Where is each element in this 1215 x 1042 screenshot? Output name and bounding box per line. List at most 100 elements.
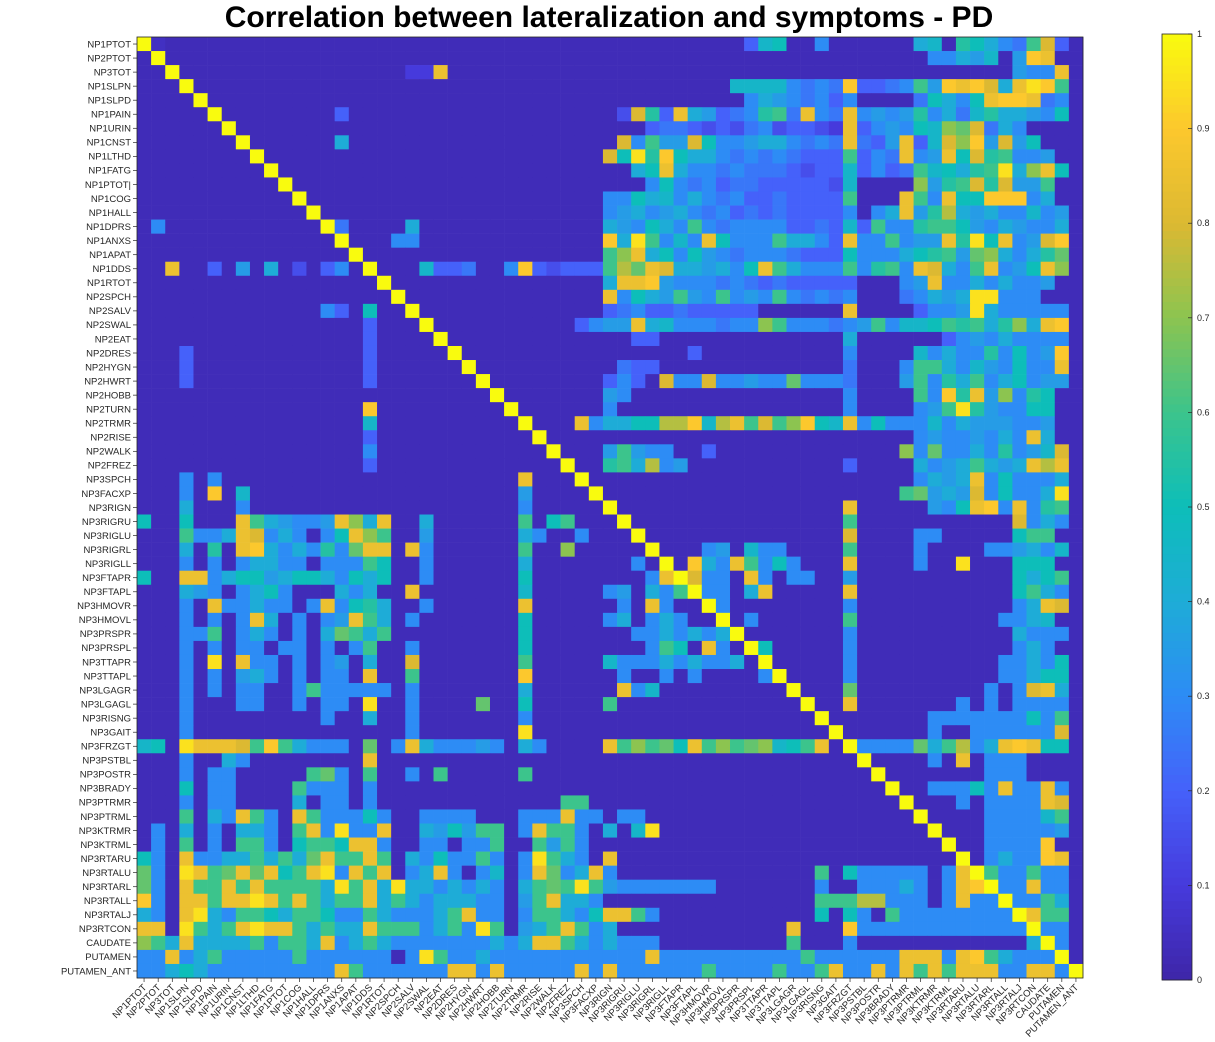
heatmap-cell [673,949,688,965]
heatmap-cell [475,416,491,431]
heatmap-cell [518,851,533,866]
heatmap-cell [292,697,307,712]
heatmap-cell [137,93,152,108]
heatmap-cell [927,261,943,277]
heatmap-cell [814,65,830,80]
heatmap-cell [518,837,533,852]
heatmap-cell [560,654,575,670]
heatmap-cell [800,303,816,319]
heatmap-cell [800,809,816,824]
heatmap-cell [631,275,646,291]
heatmap-cell [631,528,646,543]
heatmap-cell [786,107,801,122]
heatmap-cell [814,697,830,712]
heatmap-cell [334,317,350,333]
heatmap-cell [786,79,801,94]
heatmap-cell [913,374,928,389]
heatmap-cell [828,893,844,909]
heatmap-cell [786,51,801,66]
heatmap-cell [1012,135,1027,150]
heatmap-cell [151,121,166,136]
heatmap-cell [715,851,731,866]
heatmap-cell [377,79,392,94]
heatmap-cell [913,247,928,263]
heatmap-cell [504,233,519,248]
heatmap-cell [419,416,434,431]
heatmap-cell [475,921,491,937]
heatmap-cell [546,767,561,782]
heatmap-cell [292,879,307,895]
heatmap-cell [235,781,251,796]
heatmap-cell [871,458,886,473]
heatmap-cell [574,683,590,698]
heatmap-cell [433,261,448,277]
heatmap-cell [617,626,632,642]
heatmap-cell [447,135,463,150]
y-tick-label: NP3RTARU [81,854,131,865]
heatmap-cell [984,640,999,656]
heatmap-cell [758,907,773,923]
heatmap-cell [730,837,745,852]
heatmap-cell [800,851,816,866]
heatmap-cell [659,921,674,937]
heatmap-cell [447,528,463,543]
heatmap-cell [588,584,604,600]
heatmap-cell [348,458,364,473]
colorbar-segment [1162,972,1192,981]
heatmap-cell [687,289,703,305]
heatmap-cell [673,753,688,768]
heatmap-cell [235,598,251,614]
heatmap-cell [941,570,957,586]
heatmap-cell [574,935,590,951]
heatmap-cell [461,149,477,164]
heatmap-cell [320,51,335,66]
heatmap-cell [461,584,477,600]
heatmap-cell [730,444,745,459]
heatmap-cell [941,402,957,417]
heatmap-cell [984,935,999,951]
heatmap-cell [447,317,463,333]
heatmap-cell [927,486,943,501]
heatmap-cell [602,598,618,614]
heatmap-cell [518,135,533,150]
heatmap-cell [857,303,872,319]
heatmap-cell [998,809,1013,824]
heatmap-cell [405,345,420,361]
heatmap-cell [659,851,674,866]
heatmap-cell [433,795,448,810]
heatmap-cell [1068,865,1084,880]
heatmap-cell [758,767,773,782]
heatmap-cell [744,458,759,473]
heatmap-cell [391,430,406,445]
colorbar-segment [1162,65,1192,74]
heatmap-cell [334,823,350,838]
heatmap-cell [955,416,971,431]
heatmap-cell [842,107,858,122]
heatmap-cell [715,374,731,389]
heatmap-cell [193,374,208,389]
heatmap-cell [235,753,251,768]
heatmap-cell [334,219,350,234]
heatmap-cell [927,149,943,164]
heatmap-cell [574,851,590,866]
heatmap-cell [786,528,801,543]
heatmap-cell [1026,739,1041,754]
heatmap-cell [137,247,152,263]
heatmap-cell [955,177,971,192]
heatmap-cell [687,851,703,866]
heatmap-cell [278,345,293,361]
heatmap-cell [927,556,943,571]
heatmap-cell [165,795,180,810]
heatmap-cell [758,669,773,684]
heatmap-cell [574,823,590,838]
heatmap-cell [532,65,547,80]
heatmap-cell [362,79,378,94]
heatmap-cell [207,261,223,277]
heatmap-cell [842,865,858,880]
heatmap-cell [320,542,335,557]
heatmap-cell [913,317,928,333]
heatmap-cell [151,781,166,796]
heatmap-cell [461,402,477,417]
heatmap-cell [518,907,533,923]
heatmap-cell [391,809,406,824]
